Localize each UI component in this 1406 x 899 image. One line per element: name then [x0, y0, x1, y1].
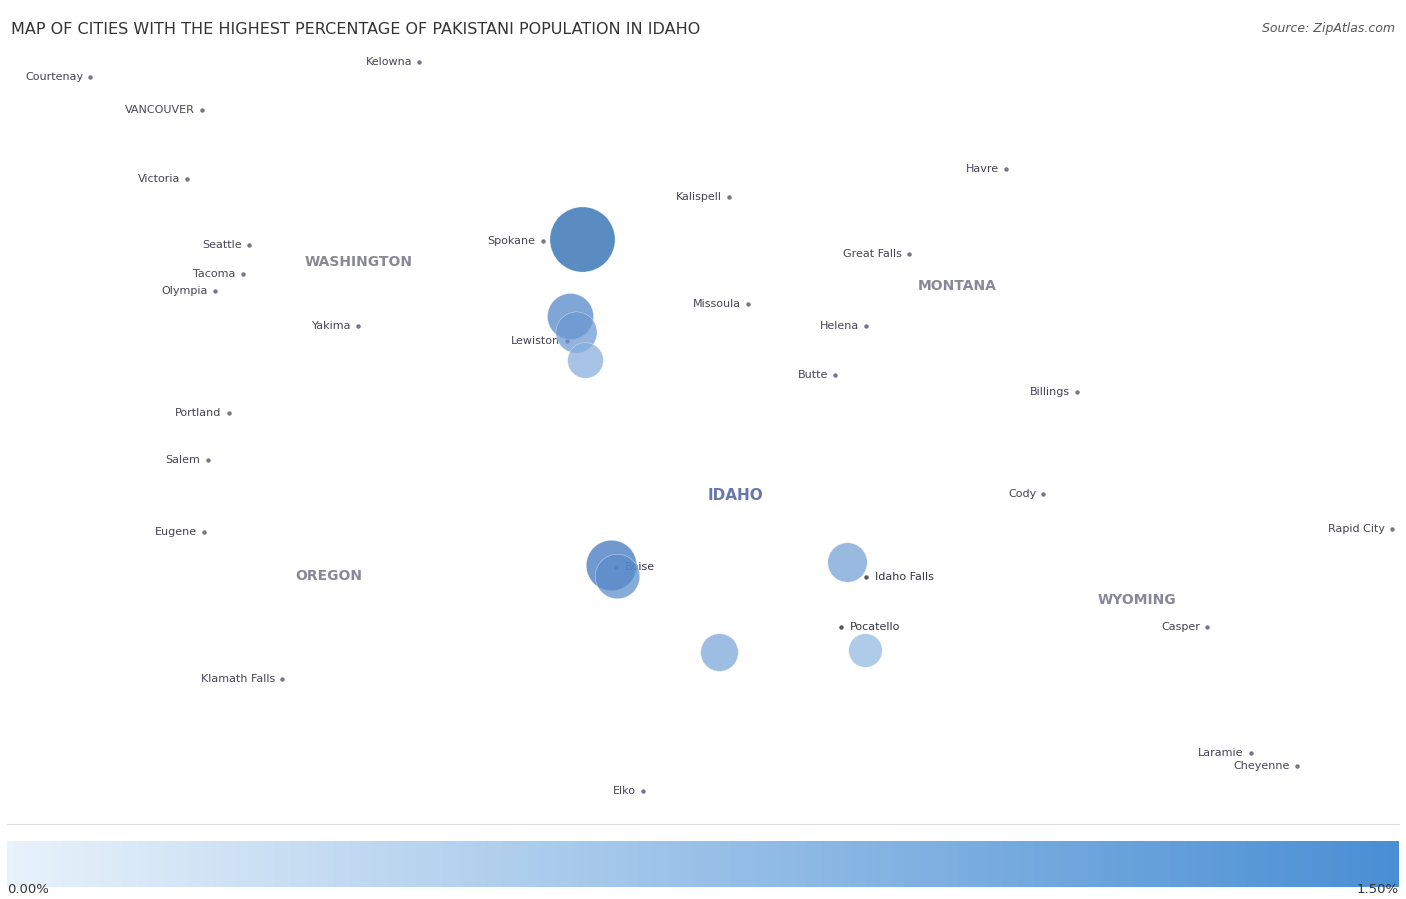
Text: Kelowna: Kelowna	[366, 57, 412, 67]
Text: Cheyenne: Cheyenne	[1233, 761, 1289, 771]
Text: Klamath Falls: Klamath Falls	[201, 674, 276, 684]
Text: Billings: Billings	[1029, 387, 1070, 397]
Point	[571, 232, 593, 246]
Text: Great Falls: Great Falls	[844, 249, 903, 259]
Text: 0.00%: 0.00%	[7, 884, 49, 896]
Text: Spokane: Spokane	[488, 236, 536, 245]
Text: OREGON: OREGON	[295, 569, 363, 583]
Point	[600, 557, 623, 572]
Text: Victoria: Victoria	[138, 174, 180, 183]
Point	[707, 645, 730, 659]
Text: Butte: Butte	[797, 369, 828, 379]
Text: WYOMING: WYOMING	[1098, 593, 1175, 608]
Text: VANCOUVER: VANCOUVER	[125, 105, 195, 115]
Text: Olympia: Olympia	[162, 286, 208, 296]
Text: Missoula: Missoula	[693, 299, 741, 309]
Text: Courtenay: Courtenay	[25, 72, 83, 82]
Text: Tacoma: Tacoma	[194, 269, 236, 279]
Text: Salem: Salem	[166, 455, 201, 465]
Text: Eugene: Eugene	[155, 527, 197, 537]
Text: Rapid City: Rapid City	[1329, 524, 1385, 534]
Text: MAP OF CITIES WITH THE HIGHEST PERCENTAGE OF PAKISTANI POPULATION IN IDAHO: MAP OF CITIES WITH THE HIGHEST PERCENTAG…	[11, 22, 700, 38]
Point	[558, 308, 581, 323]
Text: Source: ZipAtlas.com: Source: ZipAtlas.com	[1261, 22, 1395, 35]
Text: Casper: Casper	[1161, 622, 1201, 632]
Text: Elko: Elko	[613, 787, 636, 797]
Text: Lewiston: Lewiston	[510, 335, 560, 346]
Point	[574, 353, 596, 368]
Text: Laramie: Laramie	[1198, 748, 1244, 758]
Point	[835, 556, 858, 570]
Text: Havre: Havre	[966, 164, 1000, 174]
Text: Kalispell: Kalispell	[676, 192, 723, 202]
Text: Portland: Portland	[174, 408, 221, 418]
Point	[606, 569, 628, 583]
Text: 1.50%: 1.50%	[1357, 884, 1399, 896]
Text: Seattle: Seattle	[202, 240, 242, 250]
Text: Cody: Cody	[1008, 489, 1036, 499]
Text: WASHINGTON: WASHINGTON	[305, 254, 413, 269]
Text: Helena: Helena	[820, 321, 859, 331]
Point	[564, 325, 586, 339]
Text: Pocatello: Pocatello	[851, 622, 901, 632]
Text: Yakima: Yakima	[312, 321, 352, 331]
Text: MONTANA: MONTANA	[918, 279, 997, 293]
Point	[853, 643, 876, 657]
Text: Idaho Falls: Idaho Falls	[875, 572, 934, 582]
Text: IDAHO: IDAHO	[709, 488, 763, 503]
Text: Boise: Boise	[626, 562, 655, 572]
